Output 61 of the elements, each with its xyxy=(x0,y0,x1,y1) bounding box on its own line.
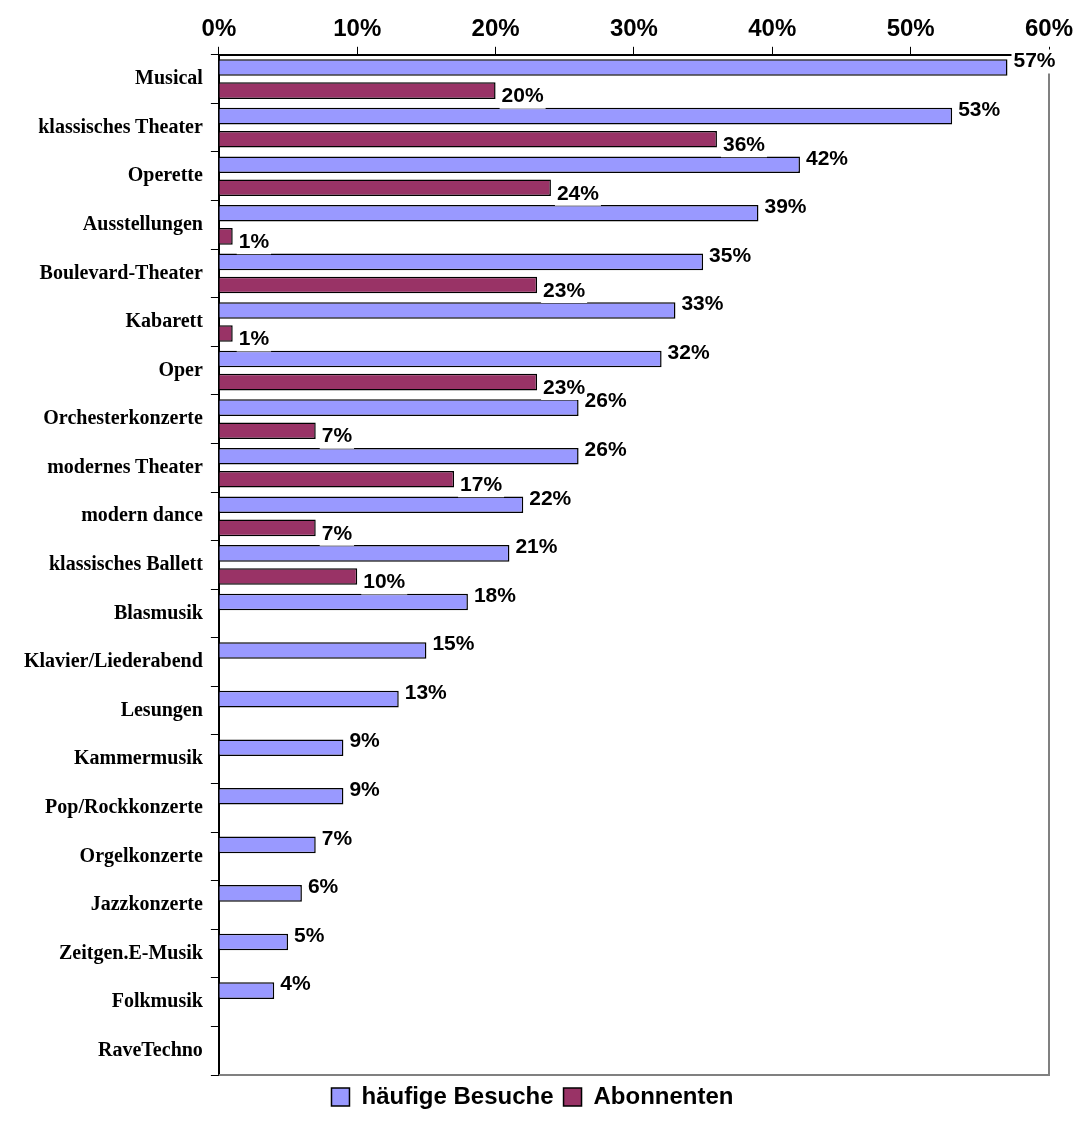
data-label: 24% xyxy=(556,180,600,204)
y-tick-label: Pop/Rockkonzerte xyxy=(45,794,203,818)
y-tick-label: Lesungen xyxy=(120,697,203,721)
legend-label: häufige Besuche xyxy=(361,1081,554,1109)
y-tick-label: Jazzkonzerte xyxy=(90,892,203,915)
x-tick-label: 30% xyxy=(609,14,658,42)
y-tick-label: RaveTechno xyxy=(98,1037,203,1060)
data-label: 15% xyxy=(432,631,475,655)
data-label: 21% xyxy=(515,534,558,558)
data-label: 57% xyxy=(1013,48,1056,72)
x-tick-label: 50% xyxy=(886,14,935,42)
data-label: 35% xyxy=(709,242,752,266)
data-label: 22% xyxy=(529,485,572,509)
y-tick-label: Ausstellungen xyxy=(82,212,203,236)
data-label: 7% xyxy=(321,825,353,849)
y-tick-label: Operette xyxy=(127,163,203,187)
y-tick-label: Orgelkonzerte xyxy=(79,843,203,867)
data-label: 53% xyxy=(958,96,1001,120)
y-tick-label: modernes Theater xyxy=(47,454,203,477)
x-tick-label: 60% xyxy=(1024,14,1074,42)
data-label: 5% xyxy=(294,922,325,946)
data-label: 32% xyxy=(667,339,710,363)
data-label: 26% xyxy=(584,437,627,460)
y-tick-label: Oper xyxy=(158,357,203,381)
y-tick-label: klassisches Ballett xyxy=(48,552,204,575)
data-label: 20% xyxy=(501,83,544,107)
data-label: 26% xyxy=(584,388,627,412)
y-tick-label: modern dance xyxy=(81,503,203,526)
data-label: 9% xyxy=(349,777,381,801)
data-label: 7% xyxy=(321,520,353,544)
x-tick-label: 0% xyxy=(201,14,237,42)
data-label: 1% xyxy=(238,229,270,253)
data-label: 1% xyxy=(238,326,270,350)
data-label: 6% xyxy=(307,874,339,898)
data-label: 18% xyxy=(473,582,517,606)
data-label: 39% xyxy=(764,194,807,218)
x-tick-label: 20% xyxy=(471,14,520,42)
data-label: 42% xyxy=(805,145,849,169)
y-tick-label: Kabarett xyxy=(125,309,204,332)
data-label: 13% xyxy=(404,679,448,703)
x-tick-label: 40% xyxy=(748,14,797,42)
data-label: 4% xyxy=(280,971,311,995)
data-label: 17% xyxy=(460,472,503,496)
data-label: 23% xyxy=(543,374,586,398)
data-label: 10% xyxy=(363,569,406,593)
data-label: 36% xyxy=(722,132,766,156)
y-tick-label: Boulevard-Theater xyxy=(39,260,203,283)
y-tick-label: Blasmusik xyxy=(113,600,204,623)
x-tick-label: 10% xyxy=(333,14,382,42)
data-label: 7% xyxy=(321,423,353,447)
y-tick-label: Kammermusik xyxy=(73,746,204,769)
y-tick-label: Orchesterkonzerte xyxy=(43,406,203,429)
data-label: 9% xyxy=(349,728,381,752)
data-label: 33% xyxy=(681,291,724,315)
y-tick-label: Folkmusik xyxy=(111,989,204,1012)
y-tick-label: Musical xyxy=(135,66,204,89)
y-tick-label: Zeitgen.E-Musik xyxy=(58,940,204,964)
y-tick-label: klassisches Theater xyxy=(38,114,203,137)
y-tick-label: Klavier/Liederabend xyxy=(23,649,203,672)
legend-label: Abonnenten xyxy=(593,1081,734,1109)
data-label: 23% xyxy=(543,277,586,301)
